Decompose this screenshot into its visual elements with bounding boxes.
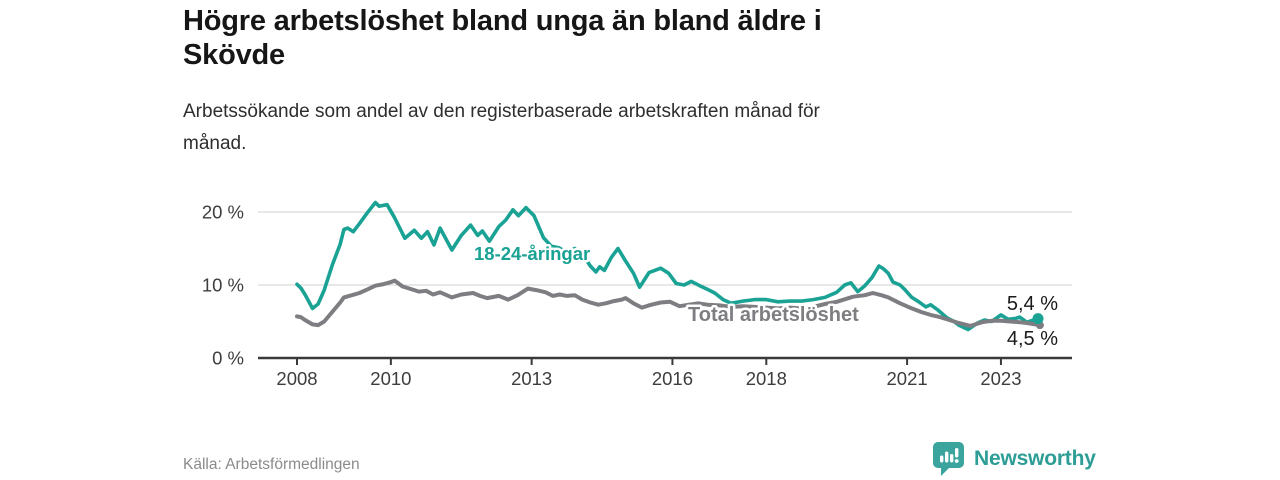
youth-series-line xyxy=(295,200,1040,332)
x-tick-label-2008: 2008 xyxy=(276,368,317,389)
page-title-line-2: Skövde xyxy=(183,39,285,71)
x-tick-label-2021: 2021 xyxy=(887,368,928,389)
y-tick-label-20: 20 % xyxy=(202,202,244,223)
source-note: Källa: Arbetsförmedlingen xyxy=(183,456,360,473)
total-end-value-label: 4,5 % xyxy=(1007,328,1058,350)
y-tick-label-0: 0 % xyxy=(212,348,244,369)
x-tick-label-2016: 2016 xyxy=(652,368,693,389)
total-series-line xyxy=(295,278,1042,328)
youth-end-dot xyxy=(1032,313,1044,325)
x-tick-label-2023: 2023 xyxy=(980,368,1021,389)
youth-end-value-label: 5,4 % xyxy=(1007,293,1058,315)
x-tick-label-2010: 2010 xyxy=(370,368,411,389)
chart-subtitle-line-2: månad. xyxy=(183,133,247,154)
total-series-label: Total arbetslöshet xyxy=(688,304,859,326)
page-title: Högre arbetslöshet bland unga än bland ä… xyxy=(183,4,1023,72)
y-tick-label-10: 10 % xyxy=(202,275,244,296)
x-tick-label-2018: 2018 xyxy=(746,368,787,389)
brand-name: Newsworthy xyxy=(974,447,1096,470)
newsworthy-logo[interactable]: Newsworthy xyxy=(932,441,1096,477)
chart-subtitle-line-1: Arbetssökande som andel av den registerb… xyxy=(183,101,820,122)
newsworthy-chart-bubble-icon xyxy=(933,442,964,476)
chart-subtitle: Arbetssökande som andel av den registerb… xyxy=(183,96,1033,160)
x-tick-label-2013: 2013 xyxy=(511,368,552,389)
page-title-line-1: Högre arbetslöshet bland unga än bland ä… xyxy=(183,5,822,37)
youth-series-label: 18-24-åringar xyxy=(474,243,590,264)
